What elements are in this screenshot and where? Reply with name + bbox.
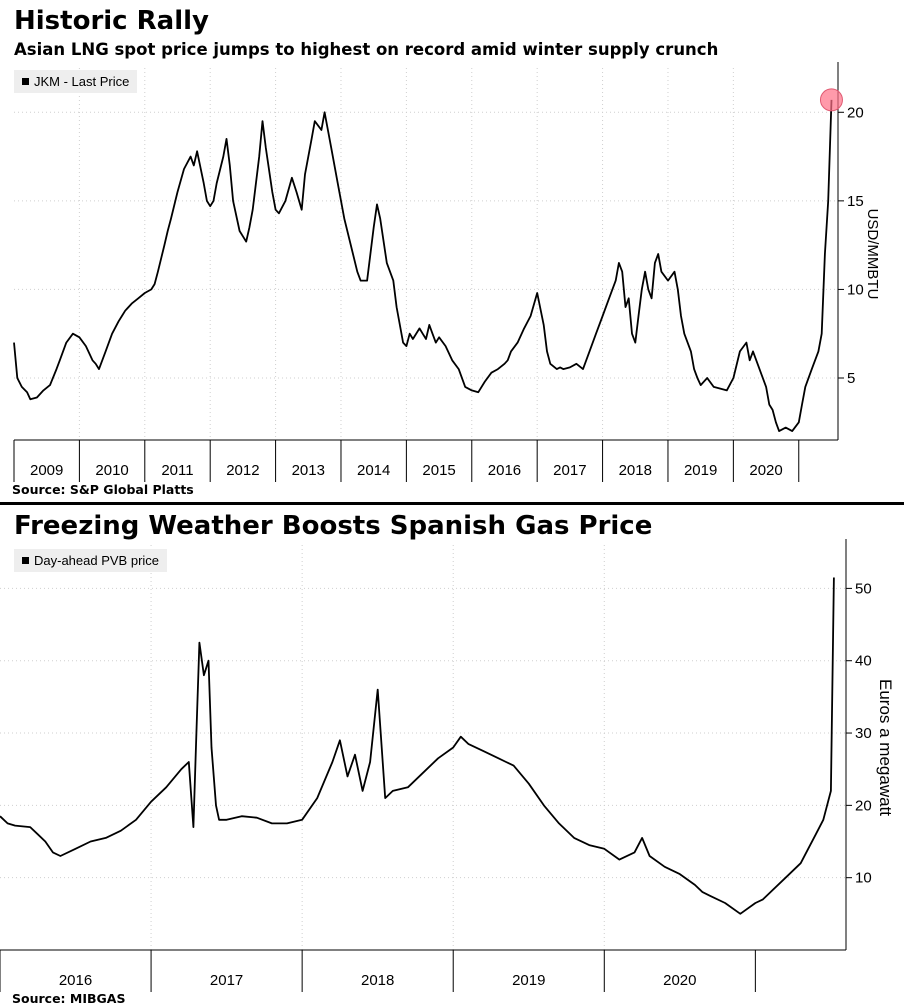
x-tick-label: 2019 bbox=[684, 462, 717, 479]
x-tick-label: 2014 bbox=[357, 462, 390, 479]
legend-swatch bbox=[22, 557, 29, 564]
x-tick-label: 2017 bbox=[553, 462, 586, 479]
x-tick-label: 2016 bbox=[59, 972, 92, 989]
y-tick-label: 20 bbox=[855, 797, 872, 814]
chart-title: Historic Rally bbox=[14, 6, 209, 36]
legend: JKM - Last Price bbox=[14, 70, 138, 93]
x-tick-label: 2018 bbox=[619, 462, 652, 479]
y-tick-label: 5 bbox=[847, 370, 855, 387]
legend-swatch bbox=[22, 78, 29, 85]
legend: Day-ahead PVB price bbox=[14, 549, 168, 572]
x-tick-label: 2011 bbox=[161, 462, 193, 479]
x-tick-label: 2012 bbox=[226, 462, 259, 479]
y-tick-label: 30 bbox=[855, 725, 872, 742]
source-note: Source: S&P Global Platts bbox=[12, 482, 194, 497]
x-tick-label: 2010 bbox=[95, 462, 128, 479]
pvb-chart-panel: Freezing Weather Boosts Spanish Gas Pric… bbox=[0, 505, 904, 1008]
chart-subtitle: Asian LNG spot price jumps to highest on… bbox=[14, 40, 719, 59]
x-tick-label: 2016 bbox=[488, 462, 521, 479]
panel-divider bbox=[0, 502, 904, 505]
series-line bbox=[13, 99, 833, 432]
x-tick-label: 2020 bbox=[749, 462, 782, 479]
x-tick-label: 2019 bbox=[512, 972, 545, 989]
x-tick-label: 2013 bbox=[292, 462, 325, 479]
chart-title: Freezing Weather Boosts Spanish Gas Pric… bbox=[14, 511, 653, 541]
pvb-price-chart: 10 20 30 40 50 2016 2017 2018 2019 2020 Euros a me… bbox=[0, 539, 895, 992]
y-tick-label: 10 bbox=[847, 281, 864, 298]
x-tick-label: 2020 bbox=[663, 972, 696, 989]
x-tick-label: 2018 bbox=[361, 972, 394, 989]
y-tick-label: 50 bbox=[855, 580, 872, 597]
series-line bbox=[0, 577, 835, 915]
jkm-price-chart: 5 10 15 20 2009 2010 2011 2012 2013 2014 2015 2016 2… bbox=[13, 62, 881, 482]
y-axis-title: USD/MMBTU bbox=[864, 209, 881, 300]
x-tick-label: 2017 bbox=[210, 972, 243, 989]
y-axis-title: Euros a megawatt bbox=[876, 679, 895, 816]
x-tick-label: 2009 bbox=[30, 462, 63, 479]
x-tick-label: 2015 bbox=[422, 462, 455, 479]
source-note: Source: MIBGAS bbox=[12, 991, 126, 1006]
legend-label: JKM - Last Price bbox=[34, 74, 130, 89]
y-tick-label: 20 bbox=[847, 104, 864, 121]
y-tick-label: 15 bbox=[847, 193, 864, 210]
y-tick-label: 10 bbox=[855, 870, 872, 887]
record-high-marker bbox=[819, 88, 843, 112]
legend-label: Day-ahead PVB price bbox=[34, 553, 160, 568]
y-tick-label: 40 bbox=[855, 653, 872, 670]
jkm-chart-panel: Historic Rally Asian LNG spot price jump… bbox=[0, 0, 904, 503]
